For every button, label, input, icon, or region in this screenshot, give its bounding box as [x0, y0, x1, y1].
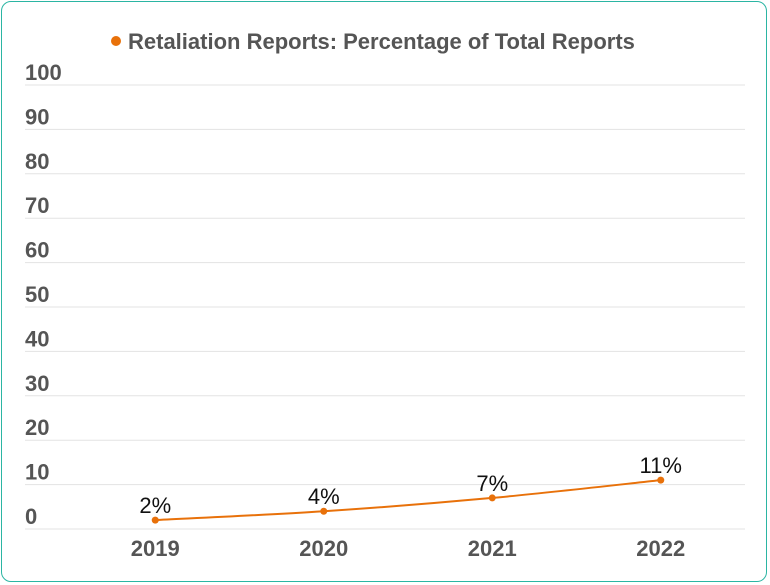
y-tick-label: 20: [25, 415, 49, 440]
data-label: 4%: [308, 484, 340, 509]
series-line: [155, 479, 661, 522]
data-point: [151, 516, 159, 524]
y-tick-label: 30: [25, 371, 49, 396]
y-tick-label: 10: [25, 460, 49, 485]
legend-marker: [111, 36, 121, 46]
x-tick-label: 2022: [636, 536, 685, 561]
data-label: 11%: [640, 453, 682, 478]
y-tick-label: 70: [25, 193, 49, 218]
y-tick-label: 0: [25, 504, 37, 529]
data-point: [657, 476, 665, 484]
y-tick-label: 90: [25, 104, 49, 129]
data-point: [320, 507, 328, 515]
y-tick-label: 40: [25, 326, 49, 351]
y-tick-label: 50: [25, 282, 49, 307]
y-tick-label: 80: [25, 149, 49, 174]
x-tick-label: 2021: [468, 536, 517, 561]
legend-label: Retaliation Reports: Percentage of Total…: [128, 29, 635, 54]
x-tick-label: 2019: [131, 536, 180, 561]
data-point: [488, 494, 496, 502]
data-label: 7%: [476, 471, 508, 496]
data-label: 2%: [139, 493, 171, 518]
y-tick-label: 60: [25, 238, 49, 263]
x-tick-label: 2020: [299, 536, 348, 561]
y-tick-label: 100: [25, 60, 62, 85]
